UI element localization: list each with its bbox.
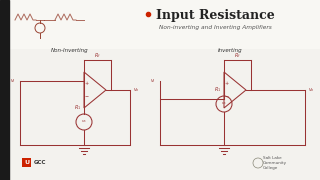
Text: $v_s$: $v_s$ (221, 101, 227, 107)
Bar (0, 0, 9, 180)
Text: $v_i$: $v_i$ (10, 77, 16, 85)
Text: Non-Inverting: Non-Inverting (51, 48, 89, 53)
Text: $v_i$: $v_i$ (150, 77, 156, 85)
Text: $v_o$: $v_o$ (133, 86, 140, 94)
Text: +: + (85, 80, 89, 86)
Text: −: − (225, 94, 229, 100)
Text: $R_1$: $R_1$ (214, 86, 222, 94)
Bar (22, 158, 31, 167)
Text: Input Resistance: Input Resistance (156, 8, 274, 21)
Text: +: + (225, 80, 229, 86)
Text: Inverting: Inverting (218, 48, 242, 53)
Text: −: − (85, 94, 89, 100)
Text: GCC: GCC (34, 161, 46, 165)
Text: $R_f$: $R_f$ (94, 51, 101, 60)
Text: $R_1$: $R_1$ (74, 103, 82, 112)
Text: $v_o$: $v_o$ (308, 86, 315, 94)
Text: Non-inverting and Inverting Amplifiers: Non-inverting and Inverting Amplifiers (159, 24, 271, 30)
Text: $v_s$: $v_s$ (81, 119, 87, 125)
Text: $R_f$: $R_f$ (234, 51, 241, 60)
Text: U: U (24, 161, 29, 165)
Text: Salt Lake
Community
College: Salt Lake Community College (263, 156, 287, 170)
Bar (9, 0, 320, 48)
